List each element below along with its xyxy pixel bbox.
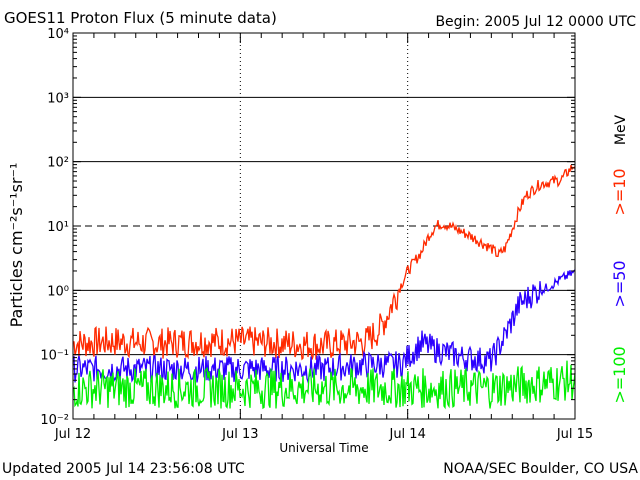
y-tick-label: 10² <box>47 156 69 171</box>
x-tick-label: Jul 15 <box>556 427 593 442</box>
tick-layer: 10⁻² 10⁻¹ 10⁰ 10¹ 10² 10³ 10⁴ Jul 12 Jul 13 Jul 1… <box>40 27 593 442</box>
legend-series-10: >=10 <box>610 168 629 215</box>
series-line-0 <box>72 164 576 361</box>
series-line-2 <box>72 360 576 410</box>
legend-series-50: >=50 <box>610 260 629 307</box>
legend-series-100: >=100 <box>610 346 629 403</box>
x-tick-label: Jul 13 <box>221 427 258 442</box>
y-tick-label: 10⁰ <box>47 284 69 299</box>
y-tick-label: 10⁻² <box>40 413 69 428</box>
grid-layer <box>73 33 575 419</box>
legend-units-label: MeV <box>613 114 629 145</box>
x-tick-label: Jul 14 <box>388 427 425 442</box>
y-tick-label: 10¹ <box>47 220 69 235</box>
x-axis-title: Universal Time <box>279 441 368 455</box>
updated-time: Updated 2005 Jul 14 23:56:08 UTC <box>2 461 245 477</box>
series-layer <box>72 164 576 410</box>
y-axis-title: Particles cm⁻²s⁻¹sr⁻¹ <box>7 163 26 328</box>
y-tick-label: 10³ <box>47 91 69 106</box>
chart-title: GOES11 Proton Flux (5 minute data) <box>4 9 277 27</box>
y-tick-label: 10⁴ <box>47 27 69 42</box>
begin-time: Begin: 2005 Jul 12 0000 UTC <box>435 14 636 30</box>
credit-text: NOAA/SEC Boulder, CO USA <box>443 461 638 477</box>
y-tick-label: 10⁻¹ <box>40 349 69 364</box>
x-tick-label: Jul 12 <box>54 427 91 442</box>
